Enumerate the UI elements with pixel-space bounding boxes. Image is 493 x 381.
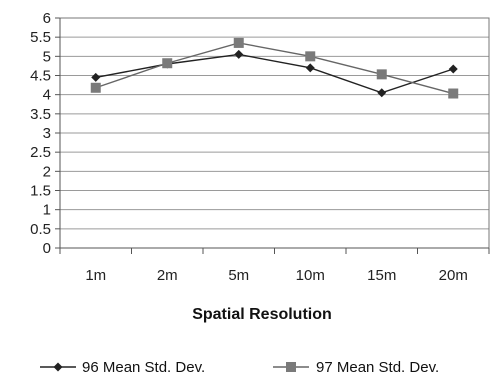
x-tick-label: 2m (157, 267, 178, 284)
data-point-square (305, 51, 316, 62)
series-1 (91, 49, 458, 98)
x-tick-label: 5m (228, 267, 249, 284)
x-tick-label: 1m (85, 267, 106, 284)
series-line (95, 53, 454, 94)
x-tick-labels: 1m 2m 5m 10m 15m 20m (85, 267, 468, 284)
y-tick-label: 5.5 (30, 29, 51, 46)
y-tick-label: 3 (43, 125, 51, 142)
data-point-square (376, 69, 387, 80)
series-2 (90, 37, 459, 99)
series-line (95, 42, 454, 95)
y-tick-label: 1 (43, 202, 51, 219)
data-point-square (90, 82, 101, 93)
data-point-square (162, 58, 173, 69)
y-tick-label: 2.5 (30, 144, 51, 161)
y-tick-label: 2 (43, 163, 51, 180)
x-axis-label: Spatial Resolution (192, 306, 332, 323)
legend-label: 96 Mean Std. Dev. (82, 359, 205, 376)
y-tick-label: 4 (43, 87, 51, 104)
series-lines (90, 37, 459, 99)
y-tick-label: 6 (43, 10, 51, 27)
legend: 96 Mean Std. Dev. 97 Mean Std. Dev. (40, 359, 439, 376)
data-point-diamond (234, 49, 244, 59)
y-tick-label: 0.5 (30, 221, 51, 238)
data-point-diamond (448, 64, 458, 74)
legend-item-1: 96 Mean Std. Dev. (40, 359, 205, 376)
y-tick-label: 5 (43, 48, 51, 65)
x-tick-label: 10m (296, 267, 325, 284)
data-point-diamond (377, 88, 387, 98)
x-tick-label: 15m (367, 267, 396, 284)
legend-item-2: 97 Mean Std. Dev. (273, 359, 439, 376)
legend-label: 97 Mean Std. Dev. (316, 359, 439, 376)
y-tick-label: 0 (43, 240, 51, 257)
data-point-square (448, 88, 459, 99)
x-tick-label: 20m (439, 267, 468, 284)
data-point-diamond (53, 362, 63, 372)
y-tick-labels: 0 0.5 1 1.5 2 2.5 3 3.5 4 4.5 5 5.5 6 (30, 10, 51, 257)
data-point-square (233, 37, 244, 48)
data-point-diamond (305, 63, 315, 73)
data-point-diamond (91, 72, 101, 82)
y-tick-label: 4.5 (30, 68, 51, 85)
data-point-square (286, 362, 296, 372)
y-tick-label: 3.5 (30, 106, 51, 123)
y-tick-label: 1.5 (30, 183, 51, 200)
axes (55, 17, 490, 254)
